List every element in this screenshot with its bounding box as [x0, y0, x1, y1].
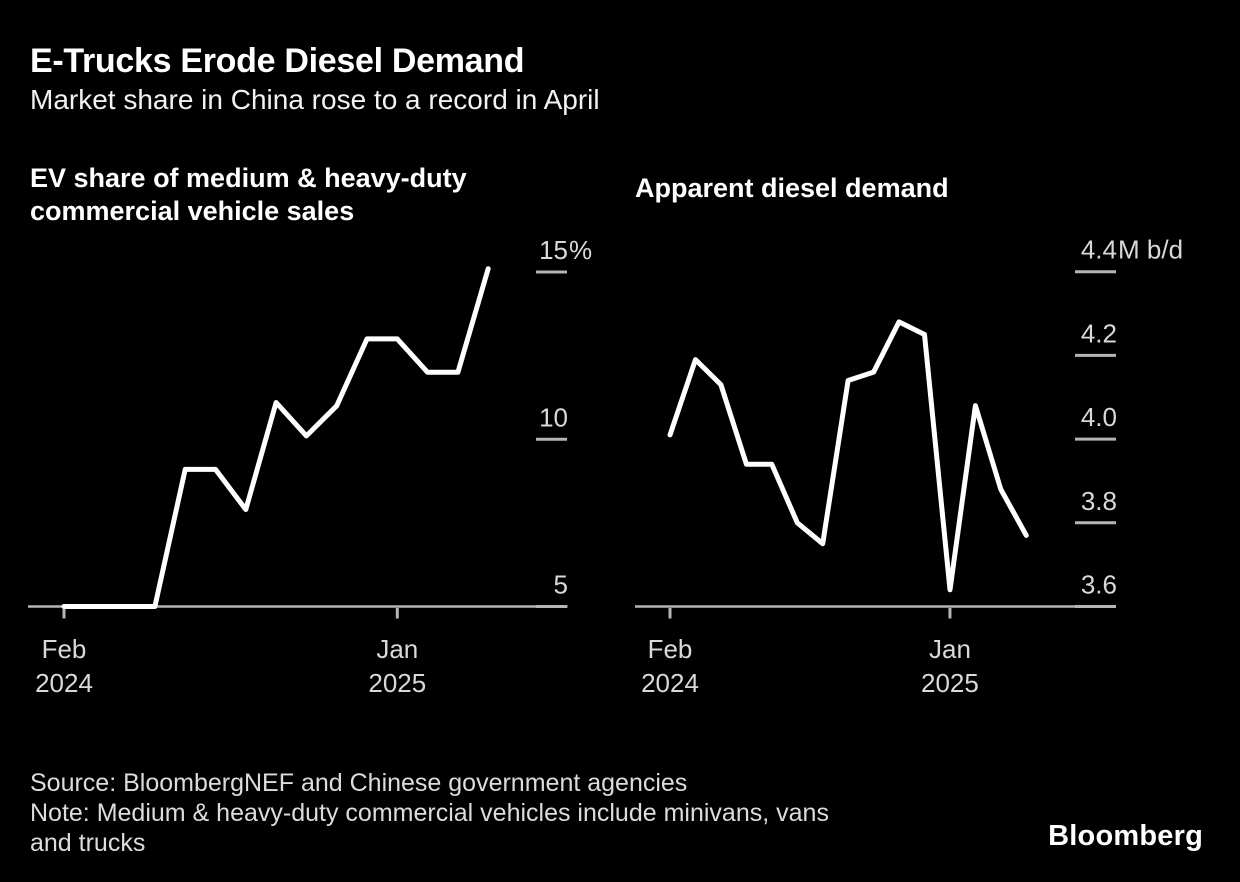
x-tick-label: 2025: [368, 668, 426, 698]
left-chart-title-line1: EV share of medium & heavy-duty: [30, 163, 467, 193]
x-tick-label: Feb: [648, 634, 693, 664]
y-tick-label: 4.2: [1081, 318, 1117, 348]
y-tick-label: 4.0: [1081, 402, 1117, 432]
series-line: [61, 266, 491, 609]
methodology-note-line2: and trucks: [30, 829, 146, 857]
left-chart-title: EV share of medium & heavy-duty commerci…: [30, 162, 467, 228]
y-tick-label: 5: [554, 570, 568, 600]
y-tick-label: 3.6: [1081, 570, 1117, 600]
right-chart-title: Apparent diesel demand: [635, 173, 949, 203]
left-chart-title-line2: commercial vehicle sales: [30, 196, 355, 226]
ev-share-chart: 5 10 15 % Feb 2024 Jan 2025: [28, 235, 592, 698]
y-axis-unit: %: [569, 235, 592, 265]
x-tick-label: 2025: [921, 668, 979, 698]
series-line: [667, 319, 1029, 593]
x-tick-label: Feb: [42, 634, 87, 664]
y-tick-label: 10: [539, 402, 568, 432]
source-note: Source: BloombergNEF and Chinese governm…: [30, 769, 688, 797]
methodology-note-line1: Note: Medium & heavy-duty commercial veh…: [30, 799, 829, 827]
y-tick-label: 4.4: [1081, 235, 1117, 265]
y-tick-label: 15: [539, 235, 568, 265]
x-tick-label: Jan: [929, 634, 971, 664]
page-subtitle: Market share in China rose to a record i…: [30, 84, 600, 115]
page-title: E-Trucks Erode Diesel Demand: [30, 42, 525, 80]
footer: Source: BloombergNEF and Chinese governm…: [30, 768, 970, 858]
diesel-demand-chart: 3.6 3.8 4.0 4.2 4.4 M b/d Feb 2024 Jan 2025: [635, 235, 1183, 698]
y-tick-label: 3.8: [1081, 486, 1117, 516]
y-axis-unit: M b/d: [1118, 235, 1183, 265]
x-tick-label: Jan: [376, 634, 418, 664]
x-tick-label: 2024: [35, 668, 93, 698]
bloomberg-logo: Bloomberg: [1048, 820, 1203, 852]
x-tick-label: 2024: [641, 668, 699, 698]
